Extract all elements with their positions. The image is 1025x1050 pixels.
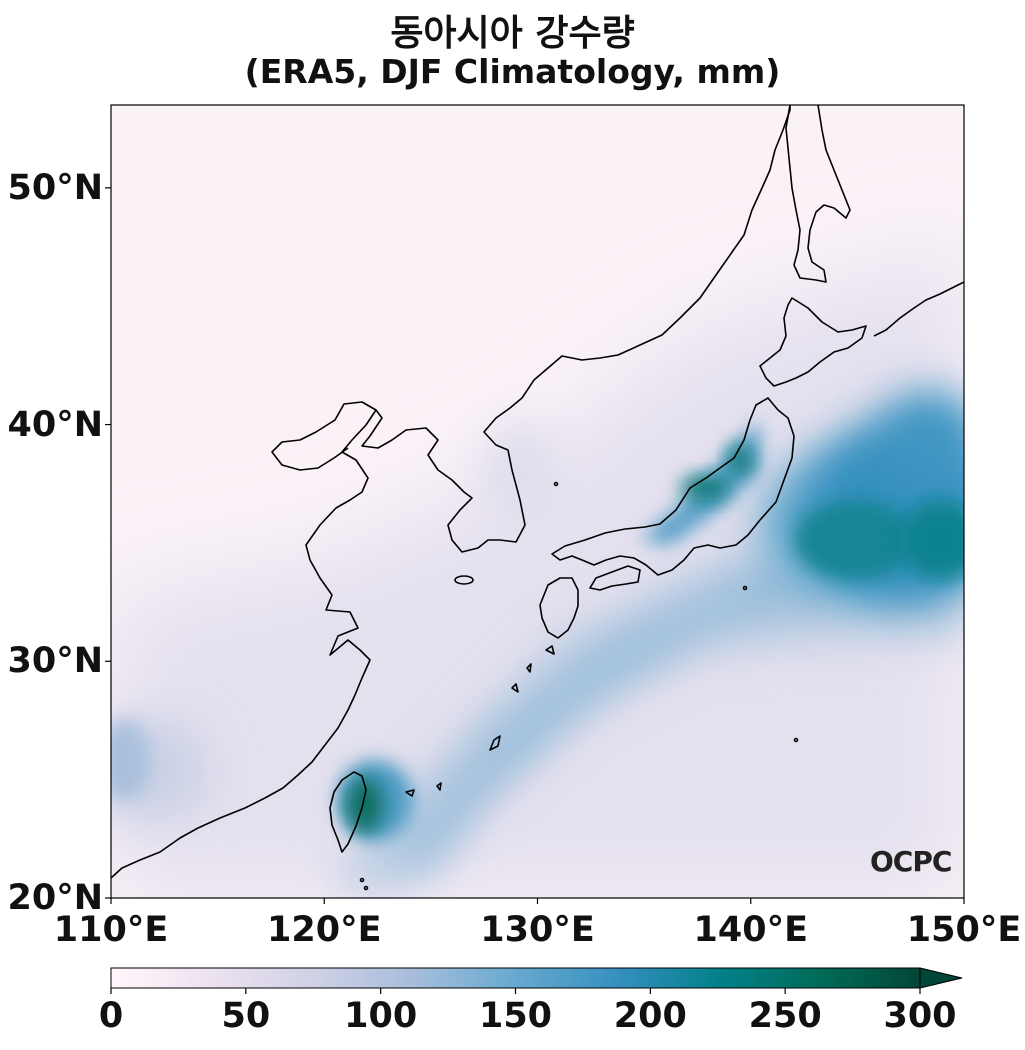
map-subtitle: (ERA5, DJF Climatology, mm) bbox=[244, 52, 781, 91]
colorbar-ticks bbox=[110, 988, 921, 994]
x-tick-label: 150°E bbox=[906, 910, 1022, 950]
hokkaido-coastline bbox=[759, 297, 867, 387]
honshu-coastline bbox=[551, 397, 795, 576]
kyushu-coastline bbox=[539, 577, 579, 639]
colorbar-tick-label: 100 bbox=[344, 996, 418, 1036]
x-tick-label: 110°E bbox=[53, 910, 169, 950]
colorbar-tick-label: 0 bbox=[98, 996, 124, 1036]
colorbar-tick-label: 250 bbox=[748, 996, 822, 1036]
colorbar-tick-label: 150 bbox=[478, 996, 553, 1036]
map-title: 동아시아 강수량 bbox=[390, 13, 635, 54]
colorbar-gradient bbox=[110, 967, 921, 989]
colorbar-tick-label: 300 bbox=[883, 996, 957, 1036]
y-tick-label: 50°N bbox=[7, 167, 104, 208]
ocpc-logo: OCPC bbox=[870, 845, 952, 878]
colorbar-extend-arrow bbox=[919, 967, 963, 989]
mainland-coastline bbox=[111, 105, 791, 879]
precip-field bbox=[111, 105, 964, 898]
x-tick-label: 140°E bbox=[693, 910, 808, 950]
y-tick-label: 20°N bbox=[7, 878, 104, 918]
colorbar-tick-label: 50 bbox=[221, 996, 271, 1036]
coastlines bbox=[111, 105, 964, 891]
y-tick-label: 30°N bbox=[7, 641, 104, 682]
jeju-coastline bbox=[454, 575, 474, 585]
shikoku-coastline bbox=[589, 565, 641, 591]
y-tick-label: 40°N bbox=[7, 404, 104, 445]
sakhalin-coastline bbox=[785, 105, 851, 283]
x-tick-label: 120°E bbox=[267, 910, 382, 950]
taiwan-coastline bbox=[329, 771, 367, 853]
axis-ticks bbox=[105, 187, 965, 904]
x-tick-label: 130°E bbox=[480, 910, 595, 950]
colorbar-tick-label: 200 bbox=[613, 996, 687, 1036]
